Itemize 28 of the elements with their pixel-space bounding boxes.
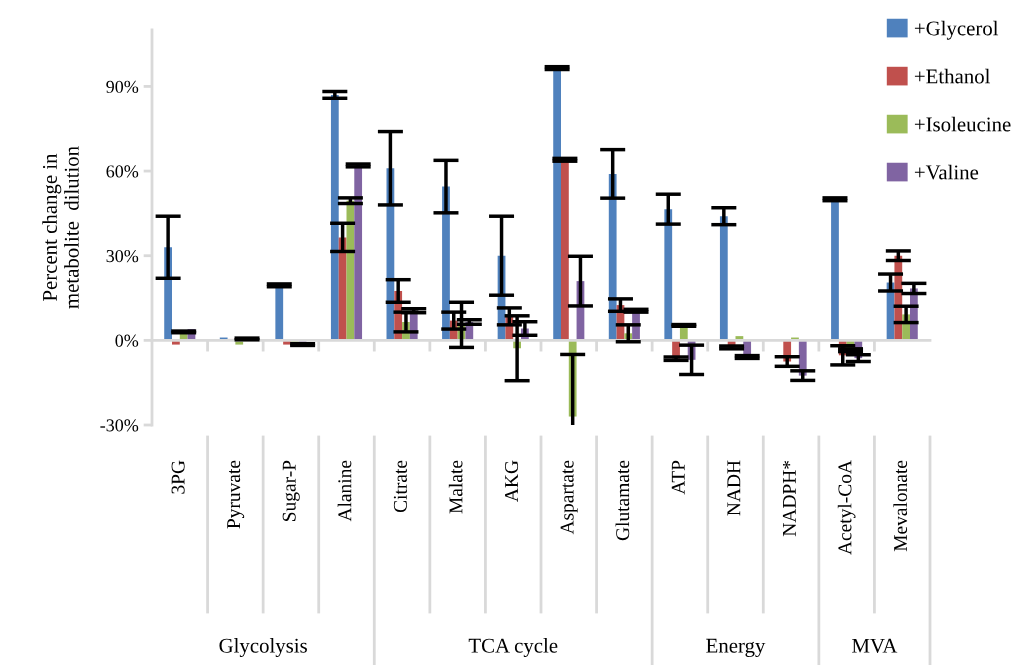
x-tick-label: ATP bbox=[671, 460, 685, 495]
x-tick-label: NADH bbox=[727, 460, 741, 516]
y-tick-label: 90% bbox=[106, 80, 139, 93]
legend-label: +Ethanol bbox=[914, 68, 991, 84]
y-tick-label: 30% bbox=[106, 249, 139, 263]
x-tick-label: 3PG bbox=[171, 460, 185, 494]
text: Glycolysis bbox=[219, 638, 307, 657]
legend-label: +Glycerol bbox=[914, 20, 999, 40]
x-tick-label: NADPH* bbox=[782, 460, 796, 537]
text: TCA cycle bbox=[468, 638, 558, 657]
y-tick-label: 0% bbox=[115, 334, 139, 347]
x-tick-label: Citrate bbox=[393, 460, 407, 513]
x-tick-label: Glutamate bbox=[615, 460, 630, 541]
x-tick-label: AKG bbox=[505, 460, 519, 502]
x-tick-label: Pyruvate bbox=[227, 460, 245, 529]
y-axis-title: Percent change in metabolite dilution bbox=[42, 146, 79, 309]
y-tick-label: 60% bbox=[106, 165, 139, 178]
x-tick-label: Acetyl-CoA bbox=[837, 460, 856, 555]
x-tick-label: Alanine bbox=[337, 460, 352, 522]
y-tick-label: -30% bbox=[100, 419, 139, 432]
x-tick-label: Mevalonate bbox=[893, 460, 908, 552]
legend-label: +Isoleucine bbox=[914, 116, 1011, 132]
legend-label: +Valine bbox=[914, 164, 979, 180]
x-tick-label: Aspartate bbox=[560, 460, 578, 535]
text: Energy bbox=[706, 638, 766, 657]
x-tick-label: Sugar-P bbox=[282, 460, 300, 521]
text: MVA bbox=[852, 638, 898, 653]
x-tick-label: Malate bbox=[448, 460, 463, 514]
